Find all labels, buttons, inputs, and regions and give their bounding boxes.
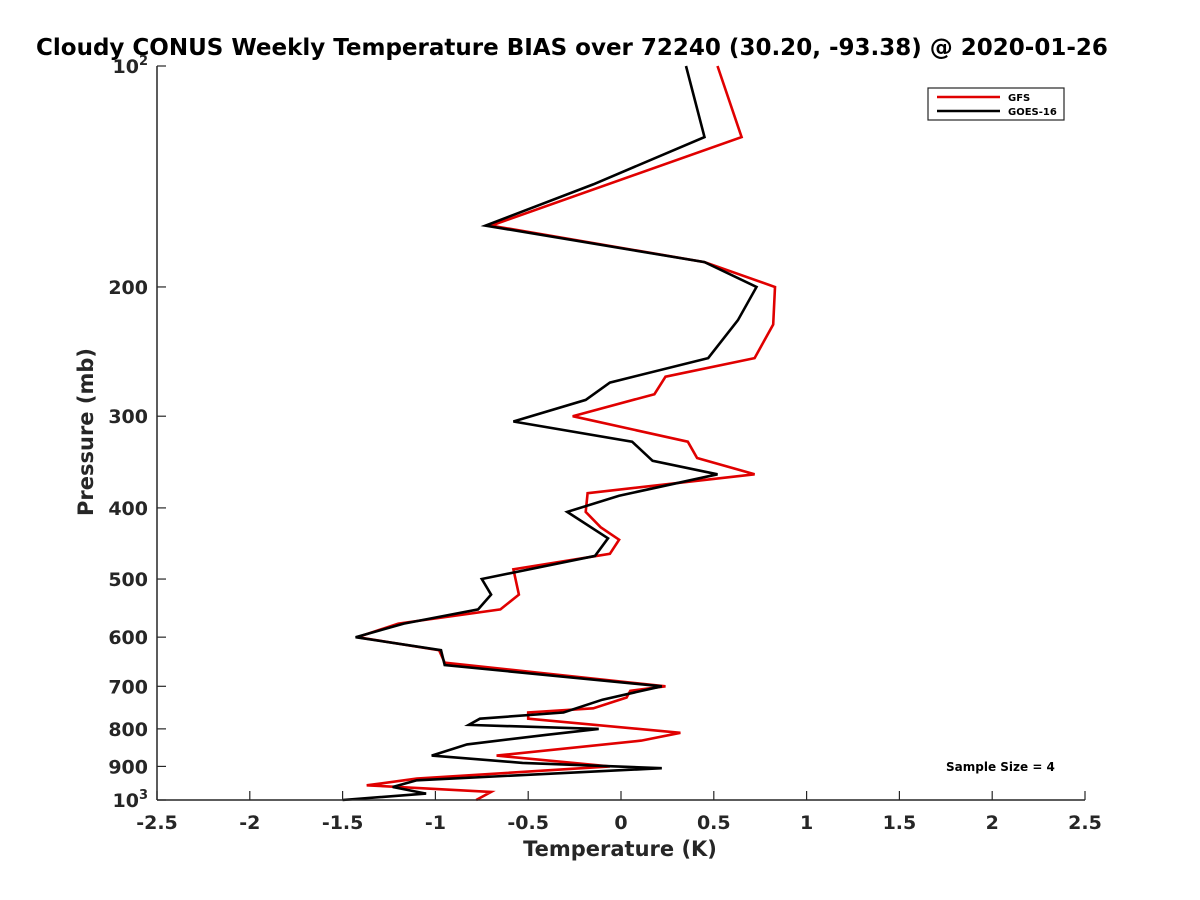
y-tick-label: 102 [113,54,149,78]
y-axis-label: Pressure (mb) [74,348,98,516]
y-tick-label: 900 [108,756,148,778]
y-tick-label: 500 [108,569,148,591]
legend-label-gfs: GFS [1008,93,1030,104]
series-layer [342,65,777,802]
x-tick-label: 2.5 [1068,812,1102,834]
x-tick-label: -2.5 [136,812,178,834]
y-tick-label: 400 [108,498,148,520]
x-axis-label: Temperature (K) [523,837,717,861]
y-tick-label: 103 [113,788,149,812]
chart-title: Cloudy CONUS Weekly Temperature BIAS ove… [36,35,1108,61]
legend-box [927,87,1065,121]
sample-size-annotation: Sample Size = 4 [946,760,1055,774]
x-tick-label: 1.5 [883,812,917,834]
y-tick-label: 800 [108,719,148,741]
series-line-gfs [356,65,777,802]
legend: GFS GOES-16 [927,87,1065,121]
y-tick-label: 300 [108,406,148,428]
y-tick-label: 600 [108,627,148,649]
x-tick-label: -1.5 [322,812,364,834]
ticks-layer: -2.5 -2 -1.5 -1 -0.5 0 0.5 1 1.5 2 2.5 102 200 300 400… [108,54,1102,834]
x-tick-label: -0.5 [507,812,549,834]
x-tick-label: -2 [239,812,260,834]
legend-label-goes16: GOES-16 [1008,107,1057,118]
x-tick-label: 2 [986,812,999,834]
x-tick-label: 1 [800,812,813,834]
x-tick-label: -1 [425,812,446,834]
x-tick-label: 0.5 [697,812,731,834]
y-tick-label: 200 [108,277,148,299]
series-line-goes16 [342,65,759,802]
x-tick-label: 0 [614,812,627,834]
y-tick-label: 700 [108,676,148,698]
axes-layer [156,66,1085,801]
